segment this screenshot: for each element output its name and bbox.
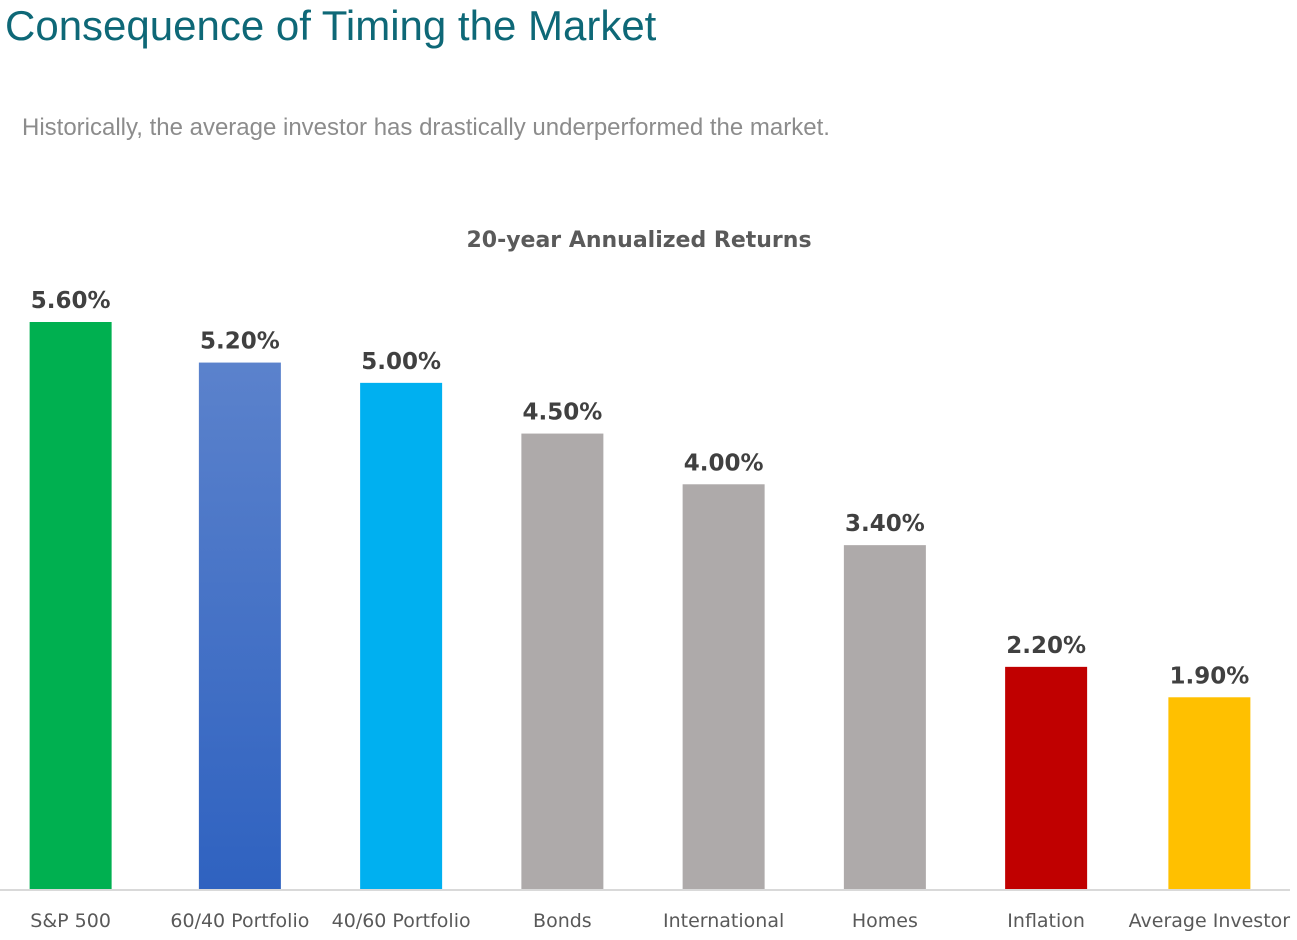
page-title: Consequence of Timing the Market bbox=[5, 2, 657, 49]
bar-s-p-500 bbox=[29, 322, 112, 890]
data-label: 2.20% bbox=[1006, 633, 1086, 659]
x-tick-label: S&P 500 bbox=[30, 910, 111, 932]
data-label: 3.40% bbox=[845, 511, 925, 537]
x-tick-label: Inflation bbox=[1007, 910, 1085, 932]
data-label: 5.60% bbox=[31, 288, 111, 314]
data-label: 1.90% bbox=[1169, 663, 1249, 689]
x-tick-label: Average Investor bbox=[1129, 910, 1291, 932]
x-tick-label: Bonds bbox=[533, 910, 592, 932]
data-label: 5.20% bbox=[200, 329, 280, 355]
bar-bonds bbox=[521, 433, 604, 890]
bar-40-60-portfolio bbox=[360, 382, 443, 890]
bar-international bbox=[682, 484, 765, 890]
page-subtitle: Historically, the average investor has d… bbox=[22, 114, 830, 141]
bar-inflation bbox=[1005, 666, 1088, 890]
x-tick-label: Homes bbox=[852, 910, 918, 932]
x-tick-label: 60/40 Portfolio bbox=[170, 910, 309, 932]
x-tick-labels-group: S&P 500 60/40 Portfolio 40/60 Portfolio Bon… bbox=[30, 910, 1290, 932]
data-label: 5.00% bbox=[361, 349, 441, 375]
chart-title: 20-year Annualized Returns bbox=[466, 228, 811, 253]
x-tick-label: International bbox=[663, 910, 784, 932]
bar-homes bbox=[843, 545, 926, 890]
bars-group bbox=[29, 322, 1251, 891]
bar-average-investor bbox=[1168, 697, 1251, 890]
data-labels-group: 5.60% 5.20% 5.00% 4.50% 4.00% 3.40% 2.20% 1.90% bbox=[31, 288, 1250, 689]
data-label: 4.00% bbox=[684, 450, 764, 476]
bar-60-40-portfolio bbox=[198, 362, 281, 891]
x-tick-label: 40/60 Portfolio bbox=[332, 910, 471, 932]
data-label: 4.50% bbox=[522, 400, 602, 426]
